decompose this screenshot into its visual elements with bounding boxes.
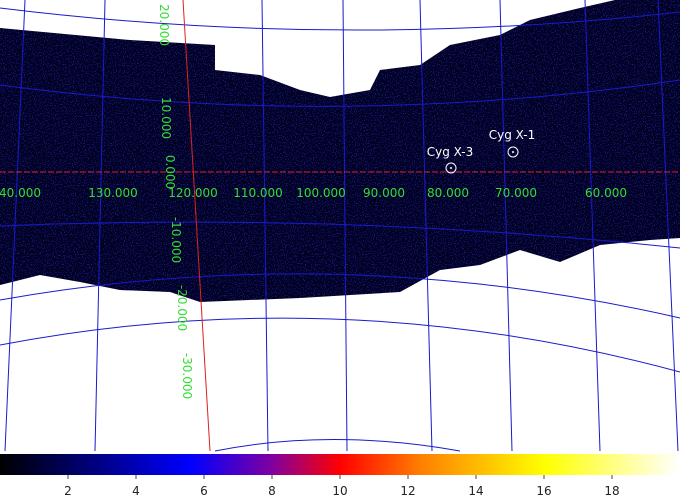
exposure-map [0,0,680,302]
grid-label: 70.000 [495,186,537,200]
colorbar-tick-label: 2 [64,484,72,498]
axis-line [182,0,211,452]
grid-label: 0.000 [163,155,177,189]
source-marker [507,146,519,158]
grid-label: -20.000 [175,285,189,331]
grid-label: 100.000 [296,186,346,200]
grid-label: 20.000 [157,4,171,46]
grid-label: -10.000 [169,217,183,263]
grid-label: 40.000 [0,186,41,200]
grid-label: -30.000 [180,353,194,399]
grid-label: 120.000 [168,186,218,200]
colorbar-tick-label: 6 [200,484,208,498]
source-marker [450,167,452,169]
source-marker [445,162,457,174]
colorbar [0,454,680,475]
colorbar-tick-label: 12 [400,484,415,498]
source-marker [512,151,514,153]
grid-label: 60.000 [585,186,627,200]
colorbar-tick-label: 18 [604,484,619,498]
grid-label: 10.000 [159,97,173,139]
source-label: Cyg X-1 [489,128,536,142]
grid-label: 90.000 [363,186,405,200]
grid-label: 110.000 [233,186,283,200]
source-label: Cyg X-3 [427,145,474,159]
colorbar-tick-label: 14 [468,484,483,498]
coordinate-grid [0,0,680,452]
colorbar-tick-label: 4 [132,484,140,498]
grid-label: 80.000 [427,186,469,200]
grid-label: 130.000 [88,186,138,200]
colorbar-tick-label: 10 [332,484,347,498]
colorbar-tick-label: 16 [536,484,551,498]
colorbar-tick-label: 8 [268,484,276,498]
